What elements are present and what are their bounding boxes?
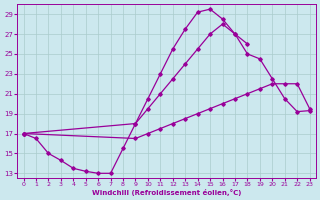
X-axis label: Windchill (Refroidissement éolien,°C): Windchill (Refroidissement éolien,°C) [92, 189, 241, 196]
